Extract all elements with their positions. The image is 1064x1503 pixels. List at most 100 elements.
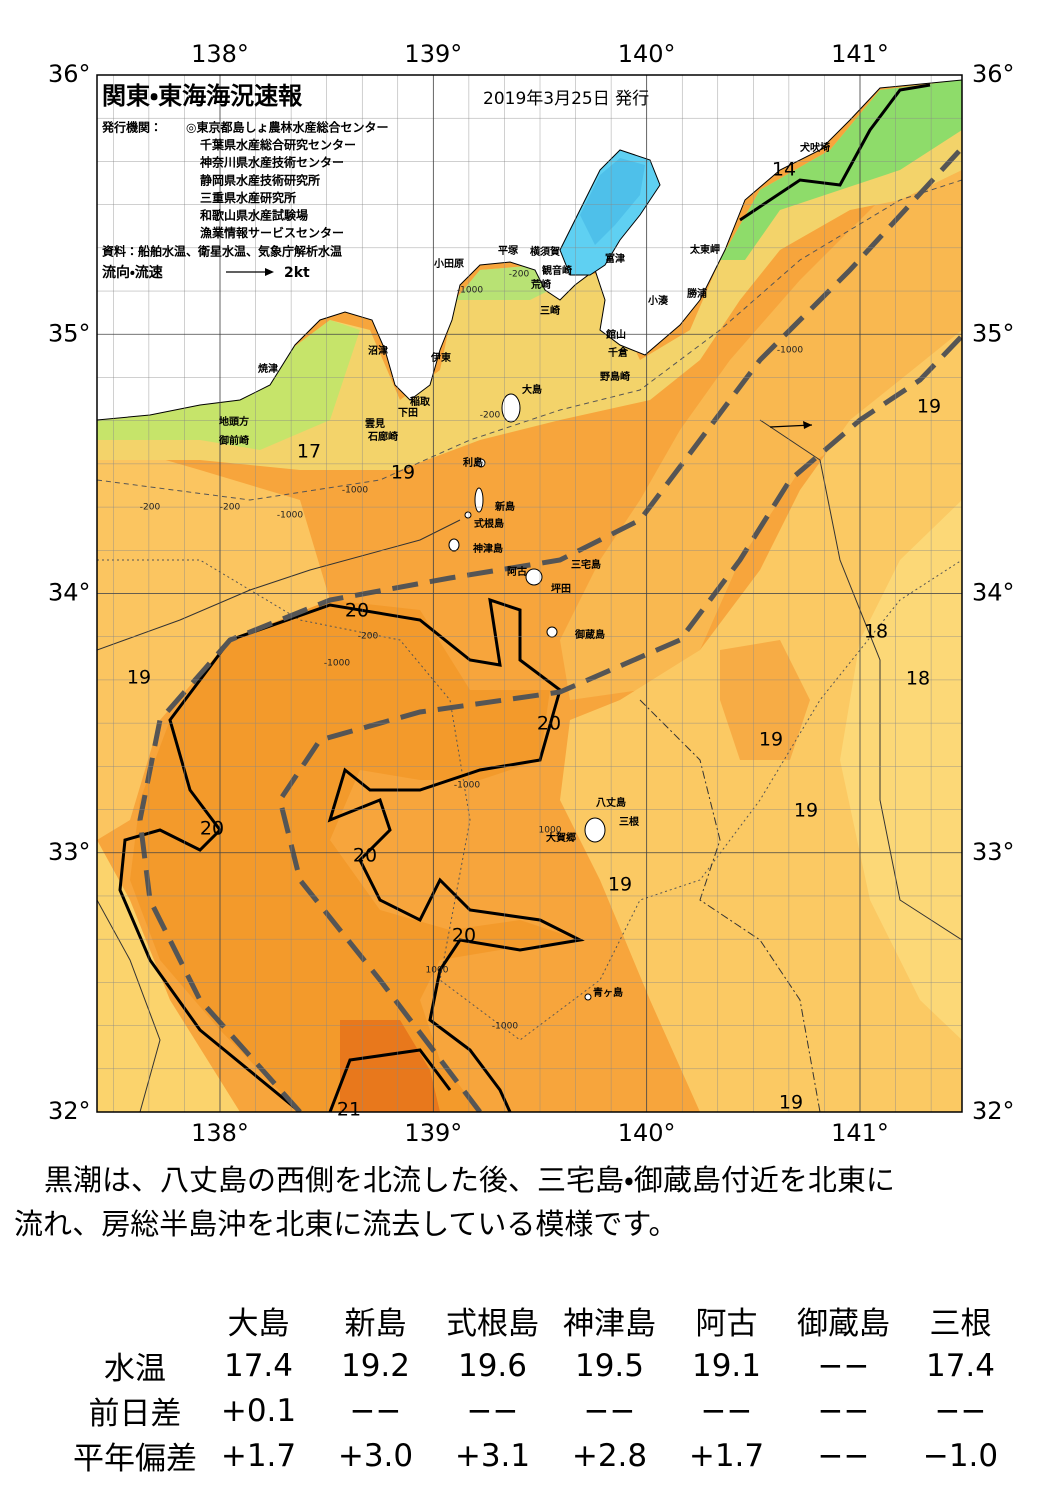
place-name: 地頭方	[219, 415, 249, 428]
island	[525, 568, 543, 586]
place-name: 青ヶ島	[593, 986, 623, 999]
isotherm-label: 19	[608, 874, 632, 896]
summary: 黒潮は、八丈島の西側を北流した後、三宅島・御蔵島付近を北東に 流れ、房総半島沖を…	[14, 1158, 1054, 1246]
sea-cool	[97, 840, 240, 1112]
isotherm-label: 20	[345, 600, 369, 622]
isotherm-label: 19	[127, 667, 151, 689]
table-row: 前日差 +0.1 −− −− −− −− −− −−	[70, 1388, 1019, 1433]
lat-tick-label: 34°	[972, 579, 1015, 607]
place-name: 平塚	[498, 244, 519, 257]
issuer: 千葉県水産総合研究センター	[200, 137, 356, 152]
place-name: 沼津	[368, 344, 388, 357]
table-cell: +1.7	[220, 1437, 297, 1474]
map: 関東・東海海況速報 2019年3月25日 発行 発行機関： ◎東京都島しょ農林水…	[48, 40, 1015, 1147]
lat-tick-label: 36°	[48, 60, 91, 88]
place-name: 富津	[605, 252, 625, 265]
place-name: 三宅島	[571, 558, 601, 571]
column-header: 神津島	[563, 1306, 656, 1342]
issuers: ◎東京都島しょ農林水産総合センター千葉県水産総合研究センター神奈川県水産技術セン…	[186, 120, 388, 241]
table-row: 水温 17.4 19.2 19.6 19.5 19.1 −− 17.4	[70, 1343, 1019, 1388]
place-name: 坪田	[551, 582, 571, 595]
lon-tick-label: 140°	[618, 1119, 676, 1147]
depth-label: -1000	[342, 486, 368, 496]
depth-label: -200	[480, 411, 501, 421]
row-label: 平年偏差	[73, 1441, 197, 1477]
place-name: 三崎	[540, 304, 560, 317]
lat-tick-label: 35°	[48, 319, 91, 347]
place-name: 石廊崎	[367, 430, 398, 443]
isotherm-label: 18	[906, 668, 930, 690]
legend-arrow-head	[265, 268, 274, 276]
island	[584, 993, 592, 1001]
isotherm-label: 20	[537, 713, 561, 735]
lon-tick-label: 139°	[404, 40, 462, 68]
table-cell: −−	[700, 1392, 753, 1429]
lon-tick-label: 140°	[618, 40, 676, 68]
island	[464, 511, 472, 519]
depth-label: -1000	[777, 346, 803, 356]
table-cell: −−	[817, 1437, 870, 1474]
sea-coastal-green	[97, 320, 360, 450]
depth-label: -200	[509, 270, 530, 280]
table-cell: +2.8	[571, 1437, 648, 1474]
map-frame	[96, 74, 963, 1113]
place-name: 八丈島	[596, 796, 626, 809]
table-cell: +0.1	[220, 1392, 297, 1429]
place-name: 千倉	[608, 346, 629, 359]
place-name: 伊東	[430, 351, 451, 364]
place-name: 小湊	[647, 294, 669, 307]
place-name: 下田	[398, 407, 418, 419]
lon-tick-label: 138°	[191, 1119, 249, 1147]
island	[476, 458, 486, 468]
isotherm-label: 18	[864, 621, 888, 643]
sea-kuroshio	[130, 600, 580, 1112]
place-name: 荒崎	[530, 278, 551, 291]
graticule	[97, 75, 962, 1112]
depth-label: 1000	[539, 826, 562, 836]
isotherm-bold	[328, 1048, 452, 1112]
kuroshio-axis	[137, 146, 962, 1112]
table-cell: 19.1	[691, 1347, 762, 1384]
column-header: 新島	[344, 1306, 407, 1342]
lat-tick-label: 32°	[48, 1097, 91, 1125]
depth-label: 1000	[426, 966, 449, 976]
isotherm-label: 19	[917, 396, 941, 418]
lon-tick-label: 141°	[831, 1119, 889, 1147]
island	[501, 393, 521, 423]
table-cell: +3.1	[454, 1437, 531, 1474]
row-label: 水温	[104, 1351, 166, 1387]
table-header: 大島 新島 式根島 神津島 阿古 御蔵島 三根	[70, 1298, 1019, 1343]
depth-label: -1000	[277, 511, 303, 521]
summary-line: 黒潮は、八丈島の西側を北流した後、三宅島・御蔵島付近を北東に	[44, 1163, 895, 1197]
issue-date: 2019年3月25日 発行	[483, 89, 649, 109]
issuer: 和歌山県水産試験場	[199, 208, 308, 223]
place-name: 勝浦	[687, 287, 707, 300]
column-header: 三根	[929, 1306, 992, 1342]
table-cell: −−	[817, 1347, 870, 1384]
sea-warm-eddy	[720, 640, 810, 760]
lat-tick-label: 33°	[972, 838, 1015, 866]
column-header: 御蔵島	[797, 1306, 890, 1342]
isotherm-label: 21	[337, 1099, 361, 1121]
sea-coastal-green	[720, 80, 962, 260]
sea-coastal-green	[455, 265, 560, 300]
isotherm-label: 20	[353, 845, 377, 867]
lon-tick-label: 138°	[191, 40, 249, 68]
lat-tick-label: 35°	[972, 319, 1015, 347]
place-name: 観音崎	[542, 264, 572, 277]
table-cell: −1.0	[922, 1437, 999, 1474]
isotherm-label: 19	[391, 462, 415, 484]
table-row: 平年偏差 +1.7 +3.0 +3.1 +2.8 +1.7 −− −1.0	[70, 1433, 1019, 1478]
observation-table: 大島 新島 式根島 神津島 阿古 御蔵島 三根 水温 17.4 19.2 19.6 19.5 19.1…	[70, 1298, 1019, 1478]
place-name: 式根島	[474, 517, 504, 530]
table-cell: +3.0	[337, 1437, 414, 1474]
corner	[70, 1298, 200, 1343]
place-name: 新島	[494, 500, 515, 513]
isotherm-label: 20	[200, 818, 224, 840]
place-name: 御前崎	[218, 434, 249, 447]
island	[474, 487, 484, 513]
table-cell: −−	[349, 1392, 402, 1429]
place-name: 犬吠埼	[800, 141, 830, 154]
lon-tick-label: 139°	[404, 1119, 462, 1147]
